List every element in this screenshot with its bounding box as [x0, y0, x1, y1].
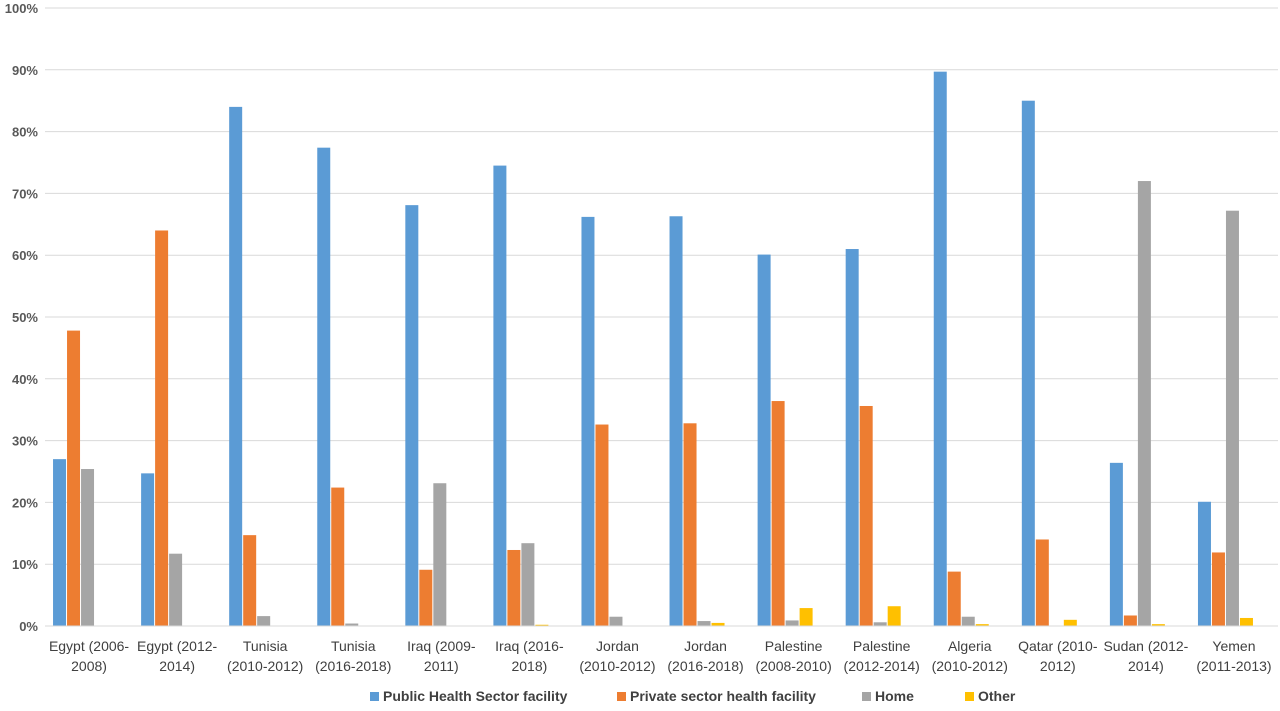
legend-item: Private sector health facility: [617, 688, 816, 704]
bar-home: [345, 623, 359, 626]
bar-private-sector-health-facility: [947, 571, 961, 626]
y-tick-label: 100%: [5, 1, 39, 16]
bar-public-health-sector-facility: [317, 147, 331, 626]
bar-other: [887, 606, 901, 626]
bar-private-sector-health-facility: [507, 549, 521, 626]
x-tick-label: Egypt (2006-2008): [49, 638, 129, 674]
y-tick-label: 40%: [12, 372, 38, 387]
x-tick-label: Sudan (2012-2014): [1103, 638, 1188, 674]
y-tick-label: 30%: [12, 434, 38, 449]
legend-item: Other: [965, 688, 1016, 704]
bar-public-health-sector-facility: [405, 205, 419, 626]
bar-other: [975, 624, 989, 626]
bar-other: [535, 624, 549, 626]
bar-public-health-sector-facility: [1197, 501, 1211, 626]
bar-private-sector-health-facility: [683, 423, 697, 626]
bar-public-health-sector-facility: [229, 106, 243, 626]
bar-home: [257, 616, 271, 626]
bar-private-sector-health-facility: [771, 401, 785, 626]
y-tick-label: 0%: [19, 619, 38, 634]
bar-home: [433, 483, 447, 626]
x-tick-label: Algeria (2010-2012): [932, 638, 1008, 674]
bar-other: [1239, 617, 1253, 626]
x-tick-label: Palestine (2012-2014): [844, 638, 920, 674]
bar-private-sector-health-facility: [155, 230, 169, 627]
bar-other: [1063, 619, 1077, 626]
bar-home: [1225, 210, 1239, 627]
legend-label: Other: [978, 688, 1016, 704]
bar-other: [799, 608, 813, 626]
bar-private-sector-health-facility: [1123, 615, 1137, 626]
bar-private-sector-health-facility: [331, 487, 345, 626]
x-tick-label: Qatar (2010-2012): [1018, 638, 1098, 674]
legend-label: Private sector health facility: [630, 688, 816, 704]
bars: [53, 71, 1253, 627]
legend-item: Public Health Sector facility: [370, 688, 568, 704]
x-tick-label: Yemen (2011-2013): [1196, 638, 1271, 674]
legend-swatch: [617, 692, 626, 701]
gridlines: [45, 7, 1278, 565]
bar-public-health-sector-facility: [757, 254, 771, 626]
bar-public-health-sector-facility: [845, 249, 859, 626]
y-tick-label: 20%: [12, 495, 38, 510]
y-tick-label: 10%: [12, 557, 38, 572]
x-tick-label: Jordan (2016-2018): [667, 638, 743, 674]
y-tick-label: 80%: [12, 125, 38, 140]
bar-home: [873, 622, 887, 626]
y-tick-label: 60%: [12, 248, 38, 263]
bar-public-health-sector-facility: [141, 473, 155, 626]
bar-private-sector-health-facility: [595, 424, 609, 626]
x-tick-label: Jordan (2010-2012): [579, 638, 655, 674]
legend-swatch: [862, 692, 871, 701]
legend-swatch: [965, 692, 974, 701]
x-tick-label: Iraq (2016-2018): [495, 638, 564, 674]
x-tick-label: Iraq (2009-2011): [407, 638, 476, 674]
x-tick-label: Tunisia (2010-2012): [227, 638, 303, 674]
bar-public-health-sector-facility: [581, 216, 595, 626]
bar-private-sector-health-facility: [67, 330, 81, 626]
bar-home: [521, 543, 535, 626]
bar-private-sector-health-facility: [859, 405, 873, 626]
x-tick-label: Egypt (2012-2014): [137, 638, 217, 674]
y-axis: 0% 10% 20% 30% 40% 50% 60% 70% 80% 90% 100%: [5, 1, 39, 634]
bar-home: [81, 469, 95, 626]
x-axis: Egypt (2006-2008)Egypt (2012-2014) Tunisi…: [49, 638, 1272, 674]
bar-private-sector-health-facility: [1211, 552, 1225, 626]
legend: Public Health Sector facility Private sec…: [370, 688, 1016, 704]
bar-home: [169, 553, 183, 626]
bar-public-health-sector-facility: [669, 216, 683, 627]
bar-public-health-sector-facility: [1021, 100, 1035, 626]
bar-other: [711, 622, 725, 626]
bar-home: [1137, 181, 1151, 627]
bar-public-health-sector-facility: [933, 71, 947, 627]
bar-private-sector-health-facility: [419, 569, 433, 626]
x-tick-label: Tunisia (2016-2018): [315, 638, 391, 674]
y-tick-label: 70%: [12, 186, 38, 201]
bar-public-health-sector-facility: [1109, 462, 1123, 626]
bar-public-health-sector-facility: [53, 459, 67, 626]
bar-private-sector-health-facility: [243, 535, 257, 626]
bar-public-health-sector-facility: [493, 165, 507, 626]
legend-item: Home: [862, 688, 914, 704]
legend-label: Home: [875, 688, 914, 704]
bar-home: [697, 621, 711, 626]
bar-other: [1151, 624, 1165, 626]
legend-label: Public Health Sector facility: [383, 688, 568, 704]
y-tick-label: 50%: [12, 310, 38, 325]
legend-swatch: [370, 692, 379, 701]
x-tick-label: Palestine (2008-2010): [755, 638, 831, 674]
bar-private-sector-health-facility: [1035, 539, 1049, 626]
bar-home: [609, 616, 623, 626]
bar-home: [961, 616, 975, 626]
bar-home: [785, 620, 799, 626]
y-tick-label: 90%: [12, 63, 38, 78]
